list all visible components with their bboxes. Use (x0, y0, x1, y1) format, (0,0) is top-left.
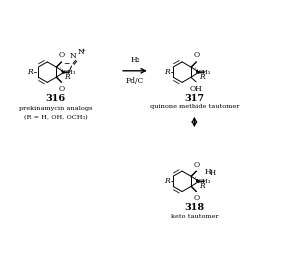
Text: 316: 316 (45, 94, 65, 103)
Text: Pd/C: Pd/C (126, 77, 144, 85)
Text: (R = H, OH, OCH₃): (R = H, OH, OCH₃) (24, 115, 87, 120)
Text: prekinamycin analogs: prekinamycin analogs (19, 106, 92, 111)
Text: CH₃: CH₃ (63, 70, 76, 75)
Text: R: R (199, 182, 204, 190)
Text: R: R (27, 68, 33, 76)
Text: R: R (199, 73, 204, 81)
Text: +: + (81, 48, 86, 53)
Text: O: O (194, 194, 200, 202)
Text: O: O (59, 51, 65, 59)
Text: R: R (64, 73, 70, 81)
Text: keto tautomer: keto tautomer (170, 214, 218, 219)
Text: N: N (69, 52, 76, 60)
Text: OH: OH (190, 85, 202, 93)
Text: −: − (63, 59, 69, 69)
Text: O: O (59, 85, 65, 93)
Text: CH₃: CH₃ (198, 179, 211, 184)
Text: O: O (194, 51, 200, 59)
Text: O: O (194, 160, 200, 169)
Text: 317: 317 (184, 94, 204, 103)
Text: 318: 318 (184, 203, 204, 212)
Text: R: R (164, 68, 170, 76)
Text: R: R (164, 177, 170, 185)
Text: H₂: H₂ (130, 56, 140, 64)
Text: CH₃: CH₃ (198, 70, 211, 75)
Text: ·H: ·H (208, 169, 216, 177)
Text: H: H (205, 168, 211, 176)
Text: quinone methide tautomer: quinone methide tautomer (150, 104, 239, 109)
Text: N: N (77, 48, 84, 56)
